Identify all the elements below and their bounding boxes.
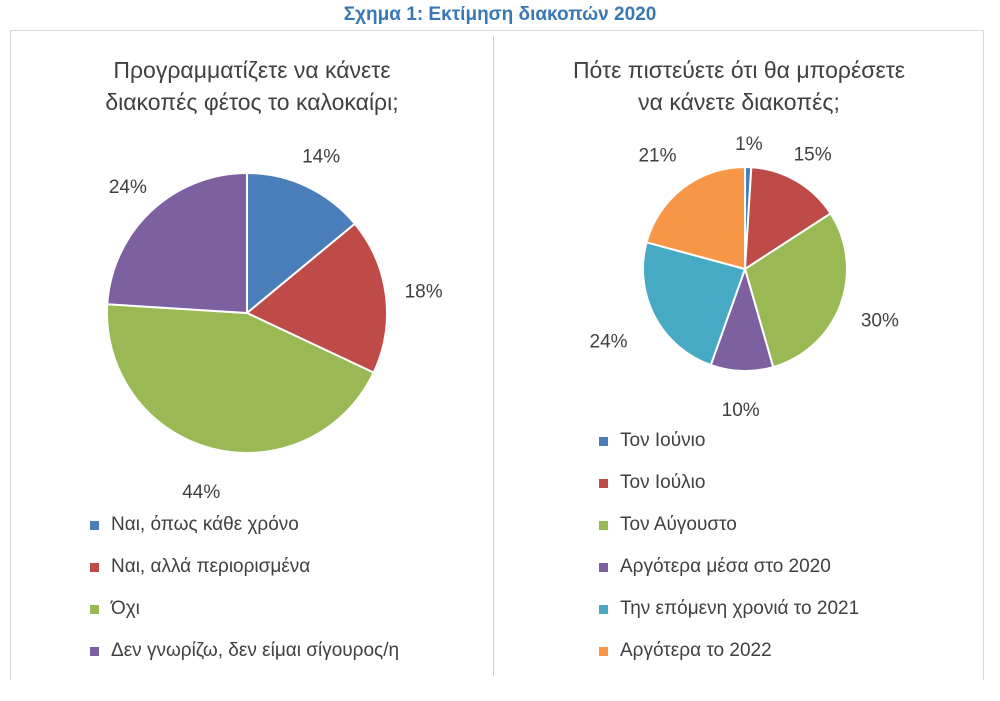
figure-title: Σχημα 1: Εκτίμηση διακοπών 2020 xyxy=(343,4,657,25)
pie-slice-1 xyxy=(246,171,357,316)
legend-vacation-plans: Ναι, όπως κάθε χρόνο Ναι, αλλά περιορισμέ… xyxy=(90,504,399,672)
pie-slice-3 xyxy=(106,303,376,454)
legend-label: Ναι, αλλά περιορισμένα xyxy=(111,556,311,577)
legend-label: Ναι, όπως κάθε χρόνο xyxy=(111,514,299,535)
legend-item-1: Ναι, όπως κάθε χρόνο xyxy=(90,504,399,546)
legend-swatch xyxy=(599,478,608,488)
pie-slice-3 xyxy=(743,212,848,369)
data-label-4: 10% xyxy=(722,400,760,421)
data-label-2: 18% xyxy=(405,282,443,303)
legend-item-3: Όχι xyxy=(90,588,399,630)
legend-label: Αργότερα το 2022 xyxy=(620,640,772,661)
pie-slice-4 xyxy=(106,171,248,315)
data-label-3: 44% xyxy=(182,482,220,503)
panel-divider xyxy=(493,36,494,676)
legend-swatch xyxy=(599,646,608,656)
legend-item-1: Τον Ιούνιο xyxy=(599,420,859,462)
data-label-3: 30% xyxy=(861,310,899,331)
legend-swatch xyxy=(599,520,608,530)
legend-label: Δεν γνωρίζω, δεν είμαι σίγουρος/η xyxy=(111,640,400,661)
pie-slice-5 xyxy=(642,241,747,367)
chart-title-line-1: Προγραμματίζετε να κάνετε xyxy=(113,57,391,83)
legend-label: Όχι xyxy=(111,598,140,619)
chart-title-line-1: Πότε πιστεύετε ότι θα μπορέσετε xyxy=(572,57,906,83)
figure-frame xyxy=(10,30,984,680)
data-label-5: 24% xyxy=(590,331,628,352)
legend-swatch xyxy=(599,604,608,614)
pie-slice-2 xyxy=(743,166,832,271)
chart-title-line-2: να κάνετε διακοπές; xyxy=(638,89,840,115)
pie-slice-6 xyxy=(645,165,746,271)
chart-title-line-2: διακοπές φέτος το καλοκαίρι; xyxy=(105,89,399,115)
pie-chart-vacation-plans: 14% 18% 44% 24% xyxy=(106,147,443,503)
legend-item-2: Ναι, αλλά περιορισμένα xyxy=(90,546,399,588)
legend-swatch xyxy=(90,520,99,530)
legend-item-4: Αργότερα μέσα στο 2020 xyxy=(599,546,859,588)
data-label-4: 24% xyxy=(109,177,147,198)
legend-label: Την επόμενη χρονιά το 2021 xyxy=(620,598,860,619)
legend-item-6: Αργότερα το 2022 xyxy=(599,630,859,672)
data-label-2: 15% xyxy=(794,144,832,165)
legend-label: Τον Ιούνιο xyxy=(620,430,706,451)
legend-item-3: Τον Αύγουστο xyxy=(599,504,859,546)
legend-label: Τον Αύγουστο xyxy=(620,514,737,535)
legend-swatch xyxy=(90,562,99,572)
data-label-6: 21% xyxy=(638,146,676,167)
pie-slice-2 xyxy=(245,222,388,374)
legend-item-2: Τον Ιούλιο xyxy=(599,462,859,504)
legend-swatch xyxy=(599,562,608,572)
chart-panel-vacation-timing: Πότε πιστεύετε ότι θα μπορέσετε να κάνετ… xyxy=(495,36,983,676)
legend-item-4: Δεν γνωρίζω, δεν είμαι σίγουρος/η xyxy=(90,630,399,672)
data-label-1: 14% xyxy=(302,147,340,168)
legend-swatch xyxy=(90,604,99,614)
chart-panel-vacation-plans: Προγραμματίζετε να κάνετε διακοπές φέτος… xyxy=(12,36,492,676)
legend-swatch xyxy=(599,436,608,446)
legend-label: Τον Ιούλιο xyxy=(620,472,706,493)
legend-swatch xyxy=(90,646,99,656)
data-label-1: 1% xyxy=(735,134,763,155)
legend-item-5: Την επόμενη χρονιά το 2021 xyxy=(599,588,859,630)
legend-label: Αργότερα μέσα στο 2020 xyxy=(620,556,831,577)
legend-vacation-timing: Τον Ιούνιο Τον Ιούλιο Τον Αύγουστο Αργότερα… xyxy=(599,420,859,672)
pie-chart-vacation-timing: 1% 15% 30% 10% 24% 21% xyxy=(590,134,899,421)
